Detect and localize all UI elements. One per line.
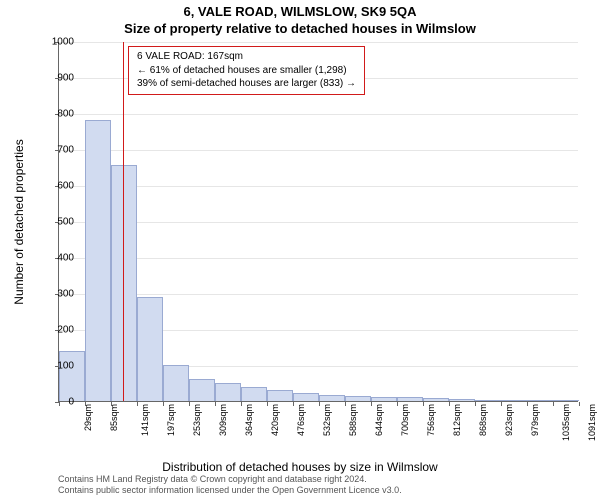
xtick-mark [449, 402, 450, 406]
histogram-bar [189, 379, 214, 401]
xtick-label: 979sqm [530, 404, 540, 436]
legend-line-3: 39% of semi-detached houses are larger (… [137, 77, 356, 91]
histogram-bar [137, 297, 162, 401]
gridline [59, 150, 578, 151]
footer-line-2: Contains public sector information licen… [58, 485, 402, 496]
xtick-label: 85sqm [109, 404, 119, 431]
xtick-mark [137, 402, 138, 406]
ytick-label: 1000 [52, 37, 74, 48]
xtick-label: 644sqm [374, 404, 384, 436]
histogram-bar [215, 383, 240, 401]
xtick-label: 141sqm [140, 404, 150, 436]
ytick-label: 500 [57, 217, 74, 228]
histogram-bar [553, 400, 578, 401]
ytick-label: 0 [68, 397, 74, 408]
xtick-label: 532sqm [322, 404, 332, 436]
xtick-mark [241, 402, 242, 406]
histogram-bar [163, 365, 188, 401]
xtick-mark [475, 402, 476, 406]
histogram-bar [85, 120, 110, 401]
y-axis-label: Number of detached properties [12, 139, 26, 304]
histogram-bar [319, 395, 344, 401]
histogram-bar [475, 400, 500, 401]
ytick-label: 700 [57, 145, 74, 156]
histogram-bar [423, 398, 448, 401]
histogram-bar [397, 397, 422, 401]
legend-line-2: ← 61% of detached houses are smaller (1,… [137, 64, 356, 78]
xtick-mark [189, 402, 190, 406]
xtick-label: 253sqm [192, 404, 202, 436]
chart-title-line2: Size of property relative to detached ho… [0, 19, 600, 40]
histogram-bar [527, 400, 552, 401]
ytick-label: 100 [57, 361, 74, 372]
xtick-label: 812sqm [452, 404, 462, 436]
gridline [59, 258, 578, 259]
histogram-bar [59, 351, 84, 401]
histogram-bar [241, 387, 266, 401]
xtick-mark [527, 402, 528, 406]
xtick-mark [59, 402, 60, 406]
plot-area [58, 42, 578, 402]
xtick-mark [293, 402, 294, 406]
ytick-label: 800 [57, 109, 74, 120]
ytick-label: 900 [57, 73, 74, 84]
xtick-mark [345, 402, 346, 406]
xtick-mark [371, 402, 372, 406]
xtick-label: 700sqm [400, 404, 410, 436]
x-axis-label: Distribution of detached houses by size … [0, 460, 600, 474]
xtick-mark [163, 402, 164, 406]
ytick-label: 200 [57, 325, 74, 336]
gridline [59, 42, 578, 43]
reference-line [123, 42, 124, 401]
gridline [59, 114, 578, 115]
plot-wrap: 6 VALE ROAD: 167sqm ← 61% of detached ho… [58, 42, 578, 402]
gridline [59, 186, 578, 187]
histogram-bar [345, 396, 370, 401]
xtick-mark [319, 402, 320, 406]
histogram-bar [371, 397, 396, 401]
xtick-mark [501, 402, 502, 406]
xtick-label: 476sqm [296, 404, 306, 436]
xtick-label: 197sqm [166, 404, 176, 436]
xtick-mark [423, 402, 424, 406]
footer-line-1: Contains HM Land Registry data © Crown c… [58, 474, 402, 485]
legend-box: 6 VALE ROAD: 167sqm ← 61% of detached ho… [128, 46, 365, 95]
ytick-label: 300 [57, 289, 74, 300]
xtick-label: 923sqm [504, 404, 514, 436]
xtick-label: 1035sqm [561, 404, 571, 441]
xtick-mark [579, 402, 580, 406]
gridline [59, 222, 578, 223]
xtick-label: 868sqm [478, 404, 488, 436]
xtick-label: 1091sqm [587, 404, 597, 441]
gridline [59, 294, 578, 295]
histogram-bar [293, 393, 318, 401]
histogram-bar [111, 165, 136, 401]
histogram-bar [449, 399, 474, 401]
xtick-mark [397, 402, 398, 406]
xtick-label: 309sqm [218, 404, 228, 436]
xtick-label: 756sqm [426, 404, 436, 436]
xtick-mark [553, 402, 554, 406]
xtick-mark [215, 402, 216, 406]
ytick-label: 400 [57, 253, 74, 264]
ytick-label: 600 [57, 181, 74, 192]
xtick-label: 420sqm [270, 404, 280, 436]
xtick-mark [267, 402, 268, 406]
legend-line-1: 6 VALE ROAD: 167sqm [137, 50, 356, 64]
xtick-label: 588sqm [348, 404, 358, 436]
xtick-label: 29sqm [83, 404, 93, 431]
histogram-bar [501, 400, 526, 401]
footer: Contains HM Land Registry data © Crown c… [58, 474, 402, 497]
xtick-label: 364sqm [244, 404, 254, 436]
chart-title-line1: 6, VALE ROAD, WILMSLOW, SK9 5QA [0, 0, 600, 19]
histogram-bar [267, 390, 292, 401]
